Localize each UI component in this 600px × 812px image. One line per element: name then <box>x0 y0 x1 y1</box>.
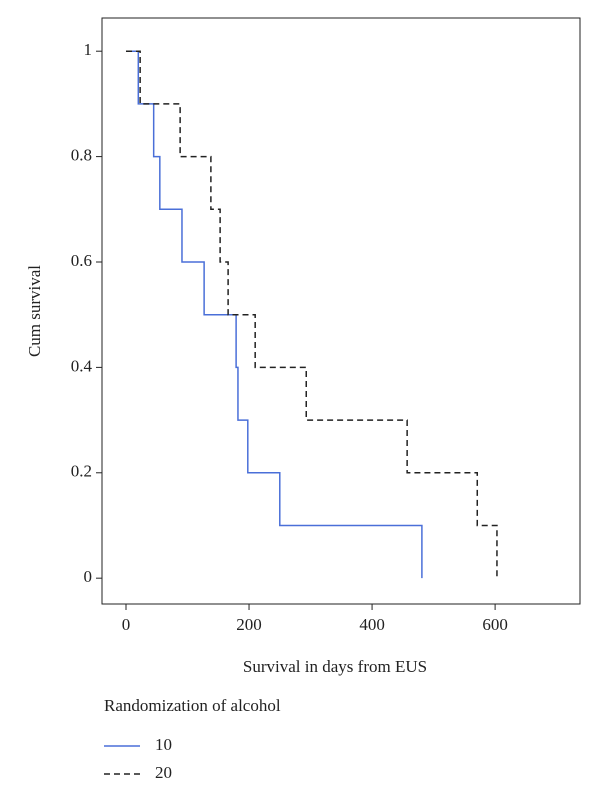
x-tick-label: 400 <box>359 615 385 634</box>
y-tick-label: 1 <box>84 40 93 59</box>
x-tick-label: 200 <box>236 615 262 634</box>
legend-label: 20 <box>155 763 172 782</box>
legend-label: 10 <box>155 735 172 754</box>
y-tick-label: 0.6 <box>71 251 92 270</box>
legend-title: Randomization of alcohol <box>104 696 281 715</box>
y-tick-label: 0 <box>84 567 93 586</box>
x-tick-label: 600 <box>482 615 508 634</box>
y-axis-label: Cum survival <box>25 265 44 357</box>
y-tick-label: 0.2 <box>71 462 92 481</box>
plot-frame <box>101 17 581 605</box>
y-tick-label: 0.4 <box>71 356 93 375</box>
survival-curve <box>125 50 423 579</box>
x-tick-label: 0 <box>122 615 131 634</box>
y-tick-label: 0.8 <box>71 146 92 165</box>
survival-curve <box>125 50 498 579</box>
x-axis-label: Survival in days from EUS <box>243 657 427 676</box>
